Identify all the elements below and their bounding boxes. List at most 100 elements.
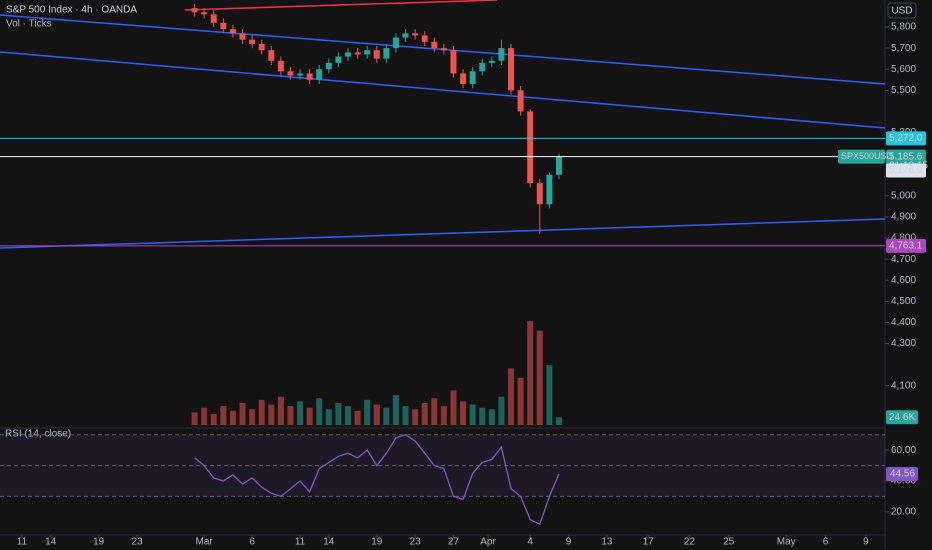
level-label: 4,763.1 [889, 240, 923, 251]
volume-bar [431, 398, 438, 425]
candle-body [277, 60, 284, 72]
candle-body [325, 62, 332, 70]
volume-bar [421, 402, 428, 425]
candle-body [431, 41, 438, 49]
currency-box[interactable] [887, 2, 917, 19]
volume-bar [440, 406, 447, 425]
candle-body [440, 48, 447, 51]
candle-body [527, 111, 534, 184]
volume-label: Vol · Ticks [6, 19, 52, 30]
x-tick-label: 13 [601, 537, 613, 548]
volume-bar [344, 406, 351, 425]
volume-bar [268, 404, 275, 425]
x-tick-label: May [777, 537, 796, 548]
y-tick-label: 5,700 [891, 43, 916, 54]
candle-body [555, 156, 562, 175]
candle-body [488, 60, 495, 63]
y-tick-label: 4,500 [891, 296, 916, 307]
candle-body [508, 48, 515, 91]
y-tick-label: 5,500 [891, 85, 916, 96]
volume-bar [402, 406, 409, 425]
candle-body [344, 52, 351, 57]
volume-bar [277, 396, 284, 425]
rsi-value: 44.56 [890, 469, 915, 480]
volume-bar [460, 401, 467, 425]
candle-body [364, 50, 371, 55]
volume-bar [229, 410, 236, 425]
x-tick-label: 6 [823, 537, 829, 548]
volume-bar [239, 402, 246, 425]
candle-body [469, 71, 476, 84]
candle-body [297, 73, 304, 76]
volume-bar [488, 409, 495, 425]
volume-bar [306, 407, 313, 425]
volume-bar [335, 402, 342, 425]
candle-body [450, 50, 457, 74]
volume-bar [508, 368, 515, 425]
volume-value-box [886, 410, 918, 425]
volume-bar [191, 412, 198, 425]
level-label: 5,272.0 [889, 133, 923, 144]
volume-bar [297, 401, 304, 425]
volume-bar [287, 406, 294, 425]
y-tick-label: 4,300 [891, 338, 916, 349]
x-tick-label: 23 [131, 537, 143, 548]
candle-body [402, 33, 409, 38]
y-tick-label: 5,800 [891, 22, 916, 33]
y-tick-label: 5,600 [891, 64, 916, 75]
candle-body [373, 50, 380, 59]
candle-body [383, 48, 390, 59]
volume-bar [373, 404, 380, 425]
rsi-label: RSI (14, close) [5, 429, 71, 440]
volume-bar [220, 406, 227, 425]
volume-bar [210, 413, 217, 425]
bid-box [886, 163, 926, 178]
x-tick-label: 25 [723, 537, 735, 548]
volume-bar [258, 399, 265, 425]
x-tick-label: 22 [684, 537, 696, 548]
candle-body [421, 35, 428, 42]
volume-bar [354, 410, 361, 425]
trend-line [0, 51, 886, 129]
volume-bar [392, 395, 399, 425]
volume-bar [249, 409, 256, 425]
candle-body [460, 73, 467, 84]
rsi-line [194, 433, 560, 526]
volume-bar [325, 409, 332, 425]
y-tick-label: 5,000 [891, 190, 916, 201]
candle-body [249, 39, 256, 44]
candle-body [268, 50, 275, 61]
candle-body [354, 52, 361, 55]
rsi-tick-label: 20.00 [891, 506, 916, 517]
x-tick-label: Mar [196, 537, 214, 548]
y-tick-label: 4,700 [891, 254, 916, 265]
volume-bar [527, 321, 534, 425]
rsi-tick-label: 40.00 [891, 476, 916, 487]
x-tick-label: 27 [448, 537, 460, 548]
currency[interactable]: USD [891, 6, 912, 17]
volume-bar [536, 330, 543, 425]
volume-bar [412, 409, 419, 425]
candle-body [479, 62, 486, 72]
candle-body [498, 48, 505, 61]
trend-line [0, 218, 886, 249]
x-tick-label: 4 [527, 537, 533, 548]
candle-body [210, 14, 217, 23]
rsi-tick-label: 60.00 [891, 445, 916, 456]
volume-bar [450, 390, 457, 425]
y-tick-label: 4,100 [891, 380, 916, 391]
volume-bar [517, 377, 524, 425]
candle-body [220, 22, 227, 30]
volume-value: 24.6K [889, 412, 915, 423]
volume-bar [546, 365, 553, 425]
y-tick-label: 4,600 [891, 275, 916, 286]
x-tick-label: 9 [566, 537, 572, 548]
candle-body [412, 33, 419, 36]
bid-label: 5,176.9 [889, 165, 923, 176]
candle-body [258, 43, 265, 51]
x-tick-label: 17 [643, 537, 655, 548]
candle-body [392, 37, 399, 49]
x-tick-label: 9 [863, 537, 869, 548]
